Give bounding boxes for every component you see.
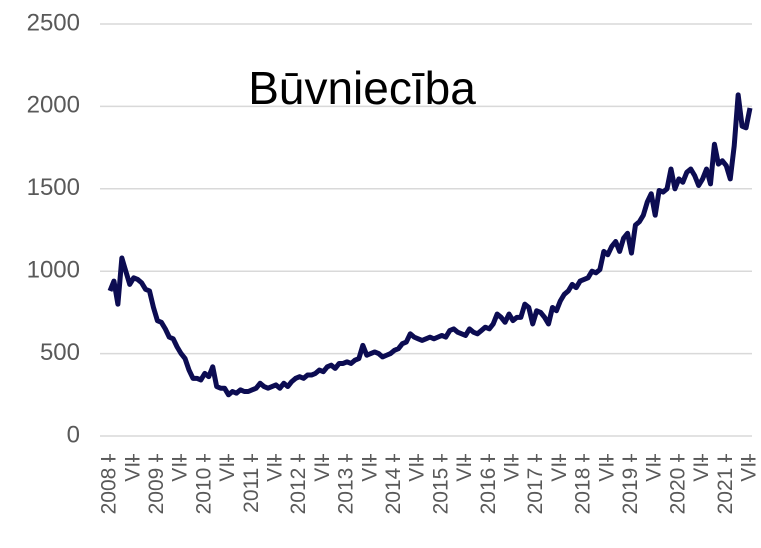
x-tick-label: 2020 I [666,456,689,514]
x-tick-label: VII [406,456,429,482]
x-tick-label: 2019 I [619,456,642,514]
x-tick-label: 2012 I [287,456,310,514]
y-tick-label: 1000 [27,257,80,284]
x-tick-label: 2017 I [524,456,547,514]
x-tick-label: 2011 I [240,456,263,513]
x-tick-label: 2015 I [429,456,452,514]
x-tick-label: VII [121,456,144,482]
x-tick-label: 2008 I [98,456,121,514]
x-tick-label: VII [643,456,666,482]
x-tick-label: 2010 I [192,456,215,514]
x-tick-label: 2013 I [335,456,358,514]
chart-title: Būvniecība [248,62,476,114]
y-tick-label: 1500 [27,174,80,201]
x-tick-label: 2009 I [145,456,168,514]
x-tick-label: VII [453,456,476,482]
data-line [107,92,753,398]
x-tick-label: 2016 I [477,456,500,514]
x-tick-label: VII [216,456,239,482]
y-tick-label: 0 [67,421,80,448]
x-tick-label: 2018 I [572,456,595,514]
x-tick-label: VII [595,456,618,482]
x-tick-label: VII [169,456,192,482]
y-tick-label: 500 [40,339,80,366]
x-tick-label: VII [738,456,761,482]
x-tick-label: VII [501,456,524,482]
x-tick-label: VII [263,456,286,482]
y-tick-label: 2500 [27,9,80,36]
y-tick-label: 2000 [27,92,80,119]
x-tick-label: VII [548,456,571,482]
x-tick-label: 2014 I [382,456,405,514]
x-tick-label: VII [690,456,713,482]
x-tick-label: VII [358,456,381,482]
x-tick-label: VII [311,456,334,482]
x-tick-label: 2021 I [714,456,737,514]
